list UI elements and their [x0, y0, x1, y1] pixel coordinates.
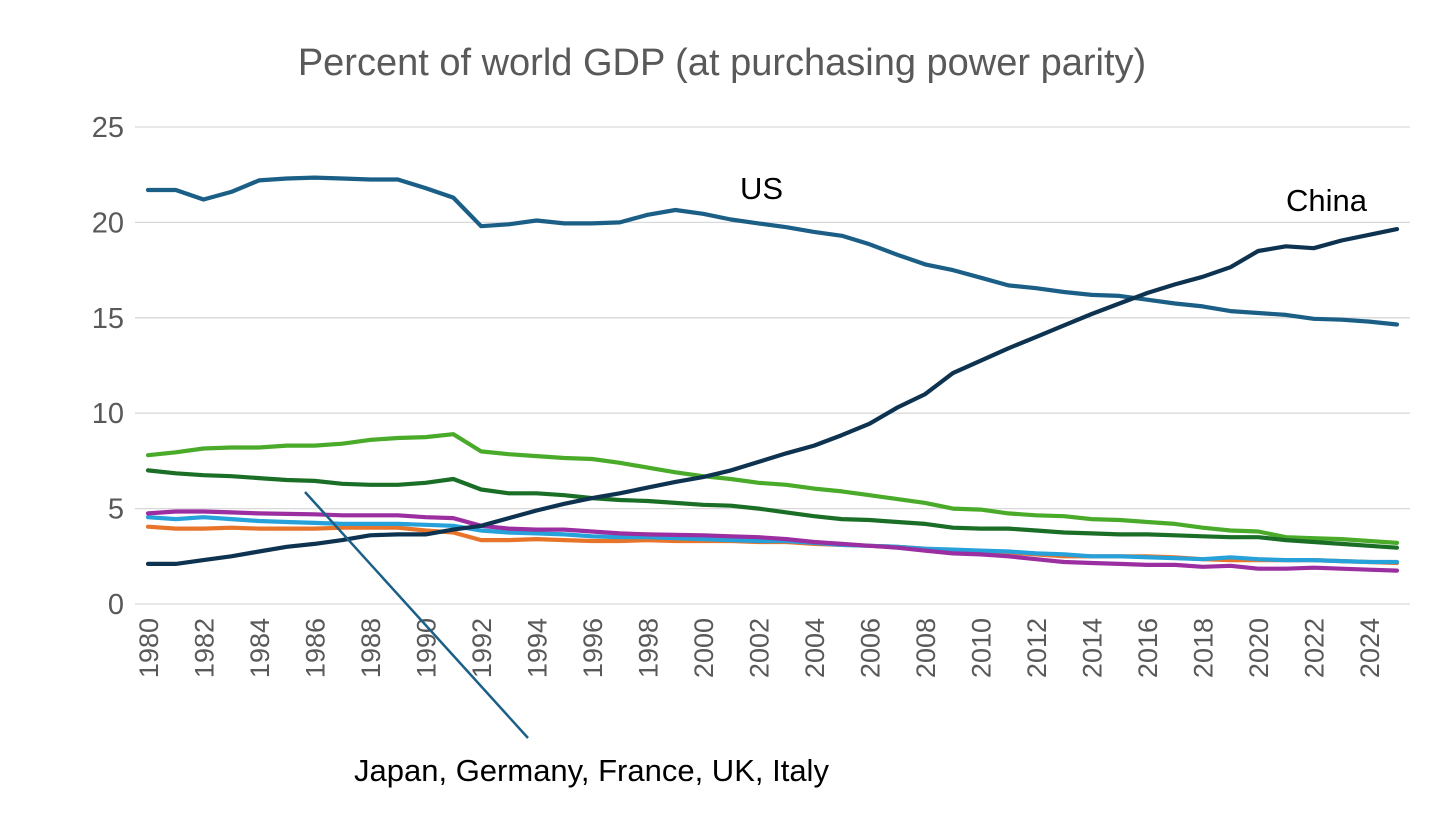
annotation-pointer-line	[304, 491, 529, 739]
y-axis-ticks: 0 5 10 15 20 25	[92, 112, 124, 621]
x-tick-label: 1996	[578, 618, 608, 678]
x-tick-label: 1992	[467, 618, 497, 678]
y-tick-label: 20	[92, 207, 124, 239]
series-line-china	[145, 227, 1400, 567]
x-tick-label: 2018	[1189, 618, 1219, 678]
series-line-3	[145, 468, 1400, 550]
x-tick-label: 2012	[1022, 618, 1052, 678]
x-tick-label: 2014	[1078, 618, 1108, 678]
annotation-other-countries: Japan, Germany, France, UK, Italy	[354, 753, 829, 788]
x-tick-label: 1998	[634, 618, 664, 678]
x-tick-label: 2008	[911, 618, 941, 678]
x-tick-label: 1982	[190, 618, 220, 678]
series-line-6	[145, 509, 1400, 573]
y-tick-label: 15	[92, 303, 124, 335]
x-tick-label: 2022	[1300, 618, 1330, 678]
x-tick-label: 1988	[356, 618, 386, 678]
y-tick-label: 10	[92, 398, 124, 430]
x-tick-label: 1990	[412, 618, 442, 678]
series-line-5	[145, 515, 1400, 565]
x-tick-label: 2016	[1133, 618, 1163, 678]
y-tick-label: 0	[108, 589, 124, 621]
chart-title: Percent of world GDP (at purchasing powe…	[298, 42, 1146, 84]
x-tick-label: 1980	[134, 618, 164, 678]
series-line-us	[145, 175, 1400, 327]
x-tick-label: 1994	[523, 618, 553, 678]
annotation-china: China	[1286, 183, 1368, 218]
x-tick-label: 2002	[745, 618, 775, 678]
x-tick-label: 2000	[689, 618, 719, 678]
x-tick-label: 2004	[800, 618, 830, 678]
x-tick-label: 1986	[301, 618, 331, 678]
x-tick-label: 2010	[967, 618, 997, 678]
x-tick-label: 2006	[856, 618, 886, 678]
annotation-us: US	[740, 171, 783, 206]
x-axis-ticks: 1980 1982 1984 1986 1988 1990 1992 1994 1996 1998…	[134, 618, 1385, 678]
gridlines	[135, 126, 1410, 605]
y-tick-label: 5	[108, 494, 124, 526]
x-tick-label: 2020	[1244, 618, 1274, 678]
x-tick-label: 1984	[245, 618, 275, 678]
series-line-2	[145, 432, 1400, 546]
series-lines	[145, 175, 1400, 573]
y-tick-label: 25	[92, 112, 124, 144]
x-tick-label: 2024	[1355, 618, 1385, 678]
